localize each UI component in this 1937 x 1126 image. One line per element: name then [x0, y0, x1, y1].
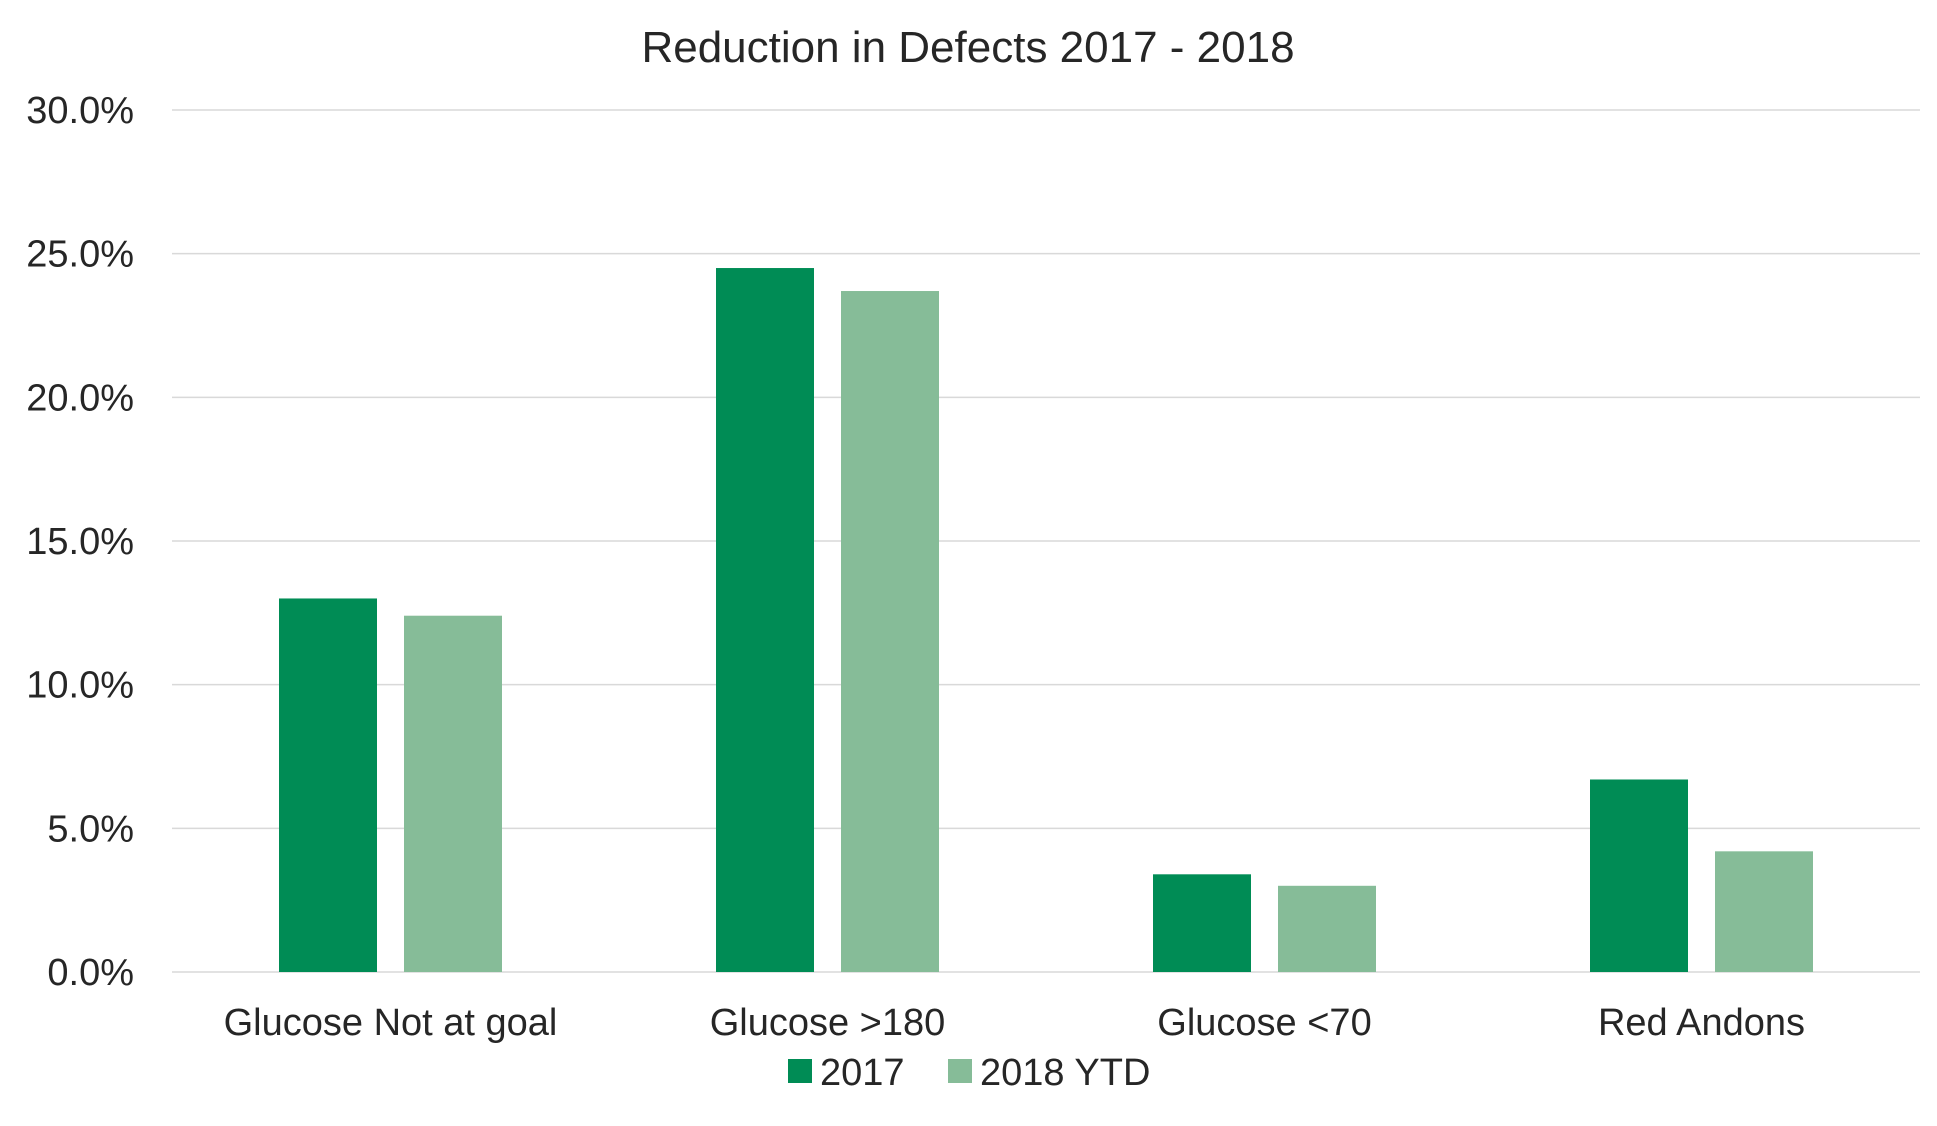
bar-series-2017-2 — [1153, 874, 1251, 972]
legend-label-1: 2018 YTD — [980, 1052, 1150, 1094]
bar-series-2017-0 — [279, 598, 377, 972]
x-category-label-0: Glucose Not at goal — [224, 1002, 558, 1044]
x-axis-categories: Glucose Not at goal Glucose >180 Glucose <… — [224, 1002, 1805, 1044]
x-category-label-2: Glucose <70 — [1157, 1002, 1371, 1044]
bar-series-2018-ytd-0 — [404, 615, 502, 972]
bars — [279, 268, 1813, 972]
bar-series-2017-3 — [1590, 779, 1688, 972]
y-tick-label-6: 30.0% — [26, 90, 134, 132]
legend-label-0: 2017 — [820, 1052, 905, 1094]
y-tick-label-3: 15.0% — [26, 521, 134, 563]
bar-series-2018-ytd-3 — [1715, 851, 1813, 972]
bar-series-2017-1 — [716, 268, 814, 972]
y-tick-label-2: 10.0% — [26, 665, 134, 707]
legend-swatch-1 — [948, 1059, 972, 1083]
bar-series-2018-ytd-2 — [1278, 885, 1376, 972]
x-category-label-3: Red Andons — [1598, 1002, 1805, 1044]
y-axis-ticks: 0.0% 5.0% 10.0% 15.0% 20.0% 25.0% 30.0% — [26, 90, 134, 994]
bar-series-2018-ytd-1 — [841, 291, 939, 972]
y-tick-label-4: 20.0% — [26, 377, 134, 419]
chart-title: Reduction in Defects 2017 - 2018 — [641, 23, 1294, 72]
x-category-label-1: Glucose >180 — [710, 1002, 946, 1044]
y-tick-label-0: 0.0% — [47, 952, 134, 994]
legend-swatch-0 — [788, 1059, 812, 1083]
y-tick-label-1: 5.0% — [47, 808, 134, 850]
legend: 2017 2018 YTD — [788, 1052, 1150, 1094]
y-tick-label-5: 25.0% — [26, 234, 134, 276]
